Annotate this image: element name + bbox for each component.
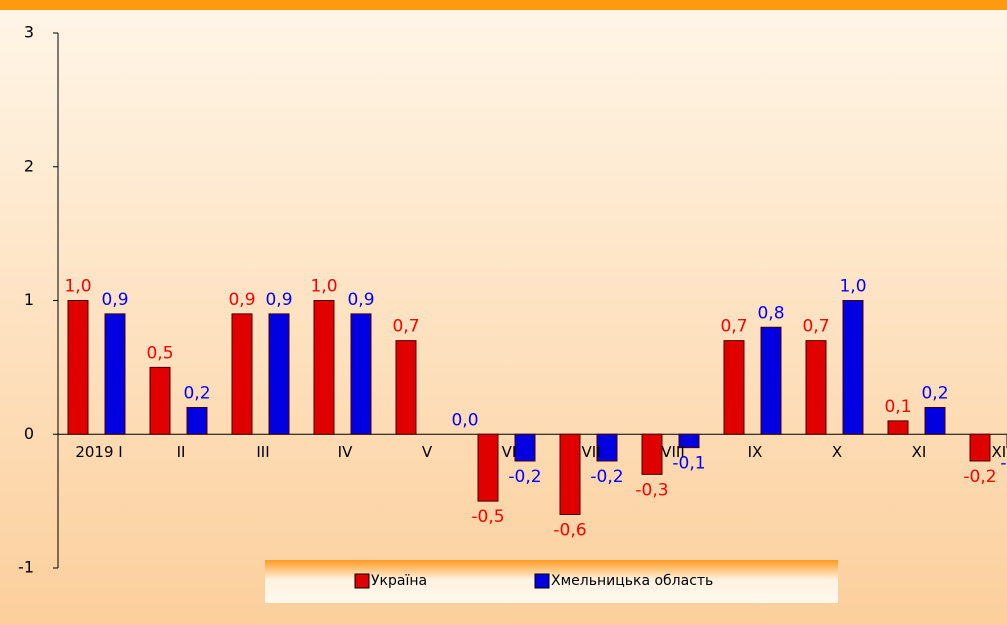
legend-label: Хмельницька область [551, 573, 713, 589]
x-tick-label: X [832, 443, 842, 461]
value-label: 1,0 [839, 277, 866, 297]
value-label: 0,2 [921, 384, 948, 404]
bar [313, 300, 335, 435]
bar [67, 300, 89, 435]
x-tick-label: XII [991, 443, 1007, 461]
x-tick-label: VIII [661, 443, 685, 461]
value-label: 0,7 [720, 317, 747, 337]
bar [678, 433, 700, 449]
x-tick-label: III [256, 443, 269, 461]
value-label: 0,9 [265, 290, 292, 310]
value-label: 0,1 [884, 397, 911, 417]
bar [395, 340, 417, 435]
value-label: -0,5 [471, 507, 504, 527]
bar [760, 326, 782, 435]
value-label: 0,2 [183, 384, 210, 404]
bar [268, 313, 290, 435]
bar [842, 300, 864, 435]
x-tick-label: XI [912, 443, 927, 461]
value-label: -0,2 [590, 467, 623, 487]
value-label: 1,0 [64, 277, 91, 297]
x-tick-label: VI [502, 443, 517, 461]
bar [887, 420, 909, 435]
bar [104, 313, 126, 435]
value-label: 0,9 [347, 290, 374, 310]
value-label: 0,7 [802, 317, 829, 337]
bar [969, 433, 991, 462]
y-tick-label: 1 [24, 290, 34, 309]
legend-swatch [534, 573, 550, 589]
bar [723, 340, 745, 435]
bar [186, 407, 208, 435]
y-tick-label: 2 [24, 156, 34, 175]
bar [805, 340, 827, 435]
value-label: -0,2 [508, 467, 541, 487]
value-label: 0,9 [228, 290, 255, 310]
value-label: 0,8 [757, 303, 784, 323]
bar [477, 433, 499, 502]
value-label: -0,2 [963, 467, 996, 487]
bar [924, 407, 946, 435]
x-tick-label: IX [748, 443, 763, 461]
y-tick-label: 3 [24, 23, 34, 42]
x-tick-label: IV [338, 443, 353, 461]
x-tick-label: V [422, 443, 433, 461]
value-label: 1,0 [310, 277, 337, 297]
value-label: 0,9 [101, 290, 128, 310]
bar [641, 433, 663, 475]
bar [514, 433, 536, 462]
value-label: -0,1 [672, 454, 705, 474]
bar [350, 313, 372, 435]
bar [559, 433, 581, 515]
y-tick-label: 0 [24, 424, 34, 443]
value-label: 0,7 [392, 317, 419, 337]
bar [231, 313, 253, 435]
legend-swatch [354, 573, 370, 589]
value-label: 0,0 [451, 410, 478, 430]
legend-label: Україна [371, 573, 427, 589]
y-tick-label: -1 [18, 558, 34, 577]
value-label: -0,3 [635, 480, 668, 500]
x-tick-label: VII [581, 443, 600, 461]
bar [596, 433, 618, 462]
top-band [0, 0, 1007, 10]
value-label: 0,5 [146, 343, 173, 363]
value-label: -0,1 [1000, 454, 1007, 474]
x-tick-label: II [177, 443, 186, 461]
bar [149, 366, 171, 435]
x-tick-label: 2019 I [75, 443, 122, 461]
value-label: -0,6 [553, 521, 586, 541]
